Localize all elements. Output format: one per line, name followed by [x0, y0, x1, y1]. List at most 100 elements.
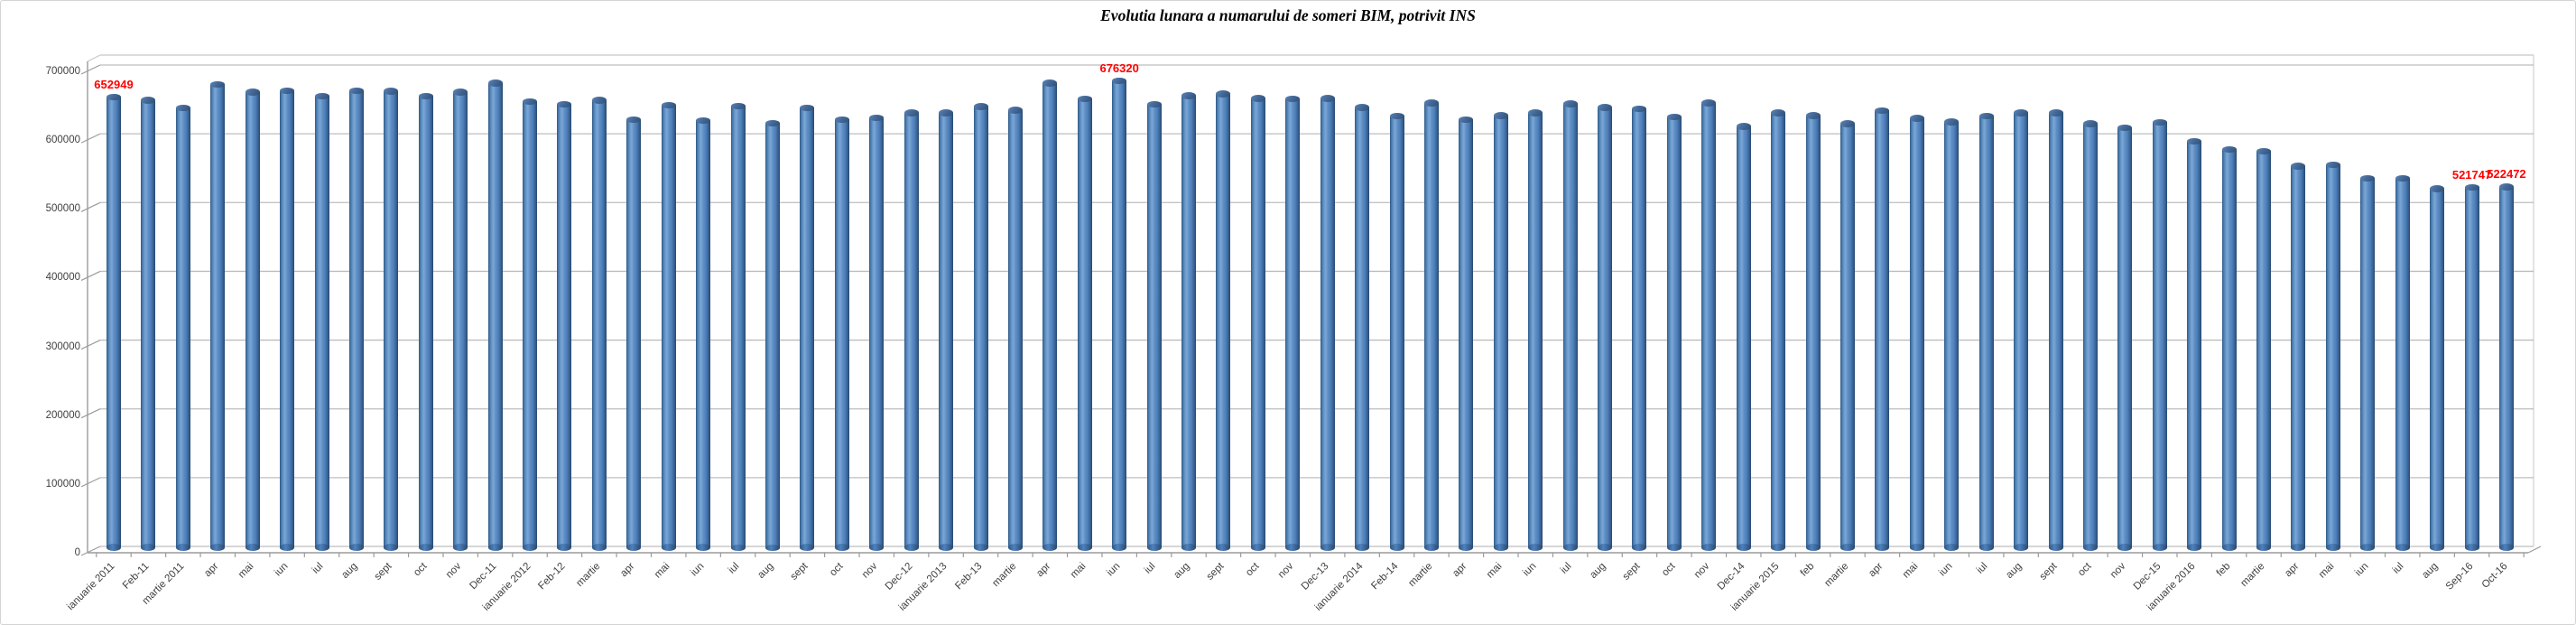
bar-bottom-face: [591, 544, 607, 551]
bar: [1701, 99, 1717, 551]
bar-top-face: [1423, 99, 1439, 107]
bar: [869, 114, 885, 551]
bar-body: [764, 123, 780, 548]
bar-top-face: [1493, 112, 1508, 119]
bar: [903, 109, 919, 551]
bar-top-face: [1598, 104, 1613, 111]
bar-bottom-face: [1840, 544, 1855, 551]
bar-body: [1562, 103, 1578, 548]
bar-body: [1978, 116, 1994, 548]
bar: [2498, 183, 2514, 551]
bar-bottom-face: [903, 544, 919, 551]
bar-bottom-face: [1250, 544, 1265, 551]
bar-top-face: [626, 116, 642, 124]
bar-top-face: [2464, 183, 2479, 191]
bar: [2117, 124, 2133, 551]
bar-body: [1771, 112, 1786, 548]
bar: [1528, 109, 1543, 551]
bar-body: [2221, 149, 2237, 548]
bar-top-face: [1042, 79, 1058, 87]
bar-body: [1528, 112, 1543, 548]
bar-top-face: [1459, 116, 1474, 124]
bar-body: [2082, 123, 2098, 548]
bar: [800, 104, 815, 551]
bar: [1355, 104, 1370, 551]
bar-bottom-face: [1389, 544, 1404, 551]
y-tick: [80, 201, 101, 212]
bar-top-face: [523, 98, 538, 106]
bar: [2360, 174, 2376, 551]
data-label: 652949: [94, 77, 134, 91]
bar: [1736, 123, 1751, 551]
bar-top-face: [2498, 183, 2514, 191]
bar-bottom-face: [973, 544, 988, 551]
bar: [1598, 104, 1613, 551]
bar-body: [1909, 117, 1924, 548]
bar-body: [1077, 98, 1092, 548]
bar-top-face: [903, 109, 919, 117]
bar: [939, 109, 954, 551]
bar-top-face: [730, 102, 746, 109]
bar-bottom-face: [523, 544, 538, 551]
bar: [2256, 147, 2272, 551]
bar-body: [2360, 178, 2376, 548]
bar-bottom-face: [2256, 544, 2272, 551]
y-axis-label: 500000: [45, 203, 80, 215]
bar-bottom-face: [245, 544, 260, 551]
bar: [418, 92, 433, 551]
bar-top-face: [2048, 109, 2063, 117]
bar: [1632, 105, 1647, 551]
bar: [1459, 116, 1474, 551]
data-label: 676320: [1099, 61, 1139, 75]
bar-bottom-face: [141, 544, 156, 551]
bar-bottom-face: [2187, 544, 2202, 551]
bar: [973, 103, 988, 551]
bar-top-face: [939, 109, 954, 117]
bar-body: [2014, 112, 2029, 548]
data-label: 521747: [2451, 167, 2492, 182]
bar-top-face: [487, 79, 503, 87]
bar-bottom-face: [2082, 544, 2098, 551]
bar-top-face: [2291, 163, 2306, 170]
bar: [1909, 115, 1924, 551]
bar-top-face: [1978, 112, 1994, 120]
y-tick: [80, 408, 101, 419]
bar-top-face: [1528, 109, 1543, 117]
bar-body: [1459, 119, 1474, 548]
bar: [2014, 109, 2029, 551]
bar-body: [661, 105, 676, 548]
bar-bottom-face: [314, 544, 329, 551]
bar-bottom-face: [2048, 544, 2063, 551]
chart-title: Evolutia lunara a numarului de someri BI…: [1100, 6, 1476, 24]
bar-top-face: [348, 87, 364, 95]
bar: [1771, 109, 1786, 551]
bar-top-face: [1771, 109, 1786, 117]
bar-body: [696, 120, 711, 548]
bar-top-face: [2117, 124, 2133, 132]
bar: [661, 101, 676, 551]
bar-top-face: [280, 87, 295, 95]
bar-top-face: [2256, 147, 2272, 155]
bar-body: [1736, 126, 1751, 548]
bar-body: [418, 96, 433, 548]
bar-body: [1216, 93, 1231, 548]
bar: [245, 89, 260, 551]
bar-body: [487, 82, 503, 548]
bar: [696, 117, 711, 551]
bar-bottom-face: [175, 544, 190, 551]
bar-bottom-face: [1944, 544, 1960, 551]
bar-top-face: [1216, 90, 1231, 98]
bar-bottom-face: [696, 544, 711, 551]
bar: [2395, 174, 2410, 551]
bar-bottom-face: [2360, 544, 2376, 551]
bar-body: [1146, 104, 1162, 548]
bar: [280, 87, 295, 551]
bar-bottom-face: [1562, 544, 1578, 551]
bar-bottom-face: [1701, 544, 1717, 551]
bar-top-face: [453, 89, 468, 96]
bar: [141, 97, 156, 551]
bar-top-face: [418, 92, 433, 100]
bar-bottom-face: [1528, 544, 1543, 551]
bar-bottom-face: [834, 544, 849, 551]
bar-top-face: [1909, 115, 1924, 122]
